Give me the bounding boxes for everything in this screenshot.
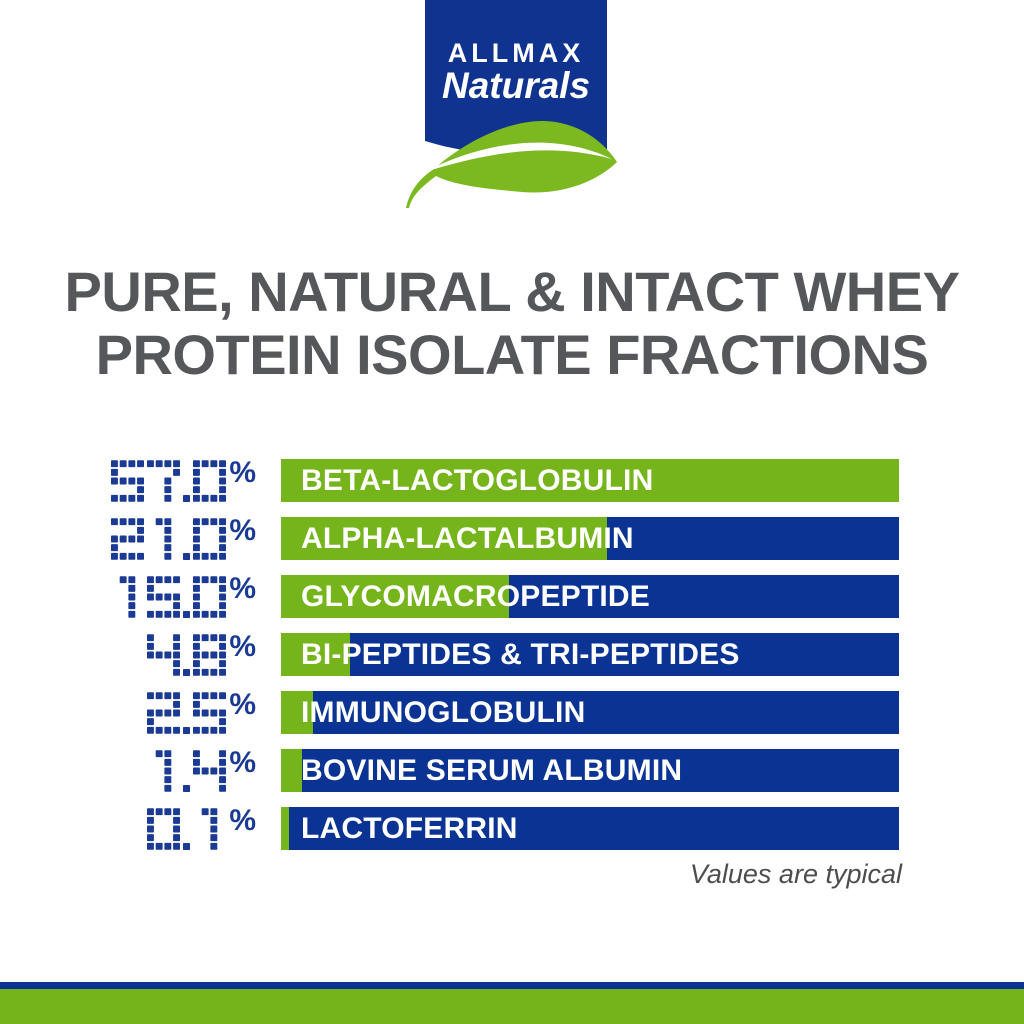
- row-bar-green-fill: [281, 807, 290, 850]
- percent-digit: [183, 726, 191, 734]
- percent-digit: [111, 459, 145, 502]
- leaf-icon: [406, 120, 617, 208]
- row-bar-green-fill: [281, 575, 510, 618]
- row-bar-label: BI-PEPTIDES & TRI-PEPTIDES: [301, 637, 740, 671]
- row-bar: ALPHA-LACTALBUMIN: [281, 517, 899, 560]
- percent-digit: [147, 459, 181, 502]
- row-value: %: [95, 455, 256, 502]
- row-value: %: [95, 571, 256, 618]
- row-value: %: [95, 629, 256, 676]
- row-value: %: [95, 513, 256, 560]
- percent-digit: [156, 749, 172, 792]
- allmax-logo-badge: [425, 0, 607, 157]
- page-title: PURE, NATURAL & INTACT WHEY PROTEIN ISOL…: [0, 260, 1024, 386]
- row-bar-green-fill: [281, 633, 351, 676]
- row-bar-label: BETA-LACTOGLOBULIN: [301, 463, 654, 497]
- percent-digit: [147, 691, 181, 734]
- percent-digit: [183, 842, 191, 850]
- page-title-line1: PURE, NATURAL & INTACT WHEY: [64, 260, 960, 323]
- percent-digit: [193, 459, 227, 502]
- percent-digit: [193, 749, 227, 792]
- percent-digit: [147, 575, 181, 618]
- percent-digit: [193, 517, 227, 560]
- percent-sign: %: [229, 687, 256, 721]
- percent-digit: [120, 575, 136, 618]
- chart-row: % LACTOFERRIN: [95, 803, 899, 850]
- row-value: %: [95, 803, 256, 850]
- row-bar-label: IMMUNOGLOBULIN: [301, 695, 586, 729]
- percent-digit: [202, 807, 218, 850]
- percent-digit: [147, 633, 181, 676]
- chart-row: % IMMUNOGLOBULIN: [95, 687, 899, 734]
- row-bar: IMMUNOGLOBULIN: [281, 691, 899, 734]
- row-bar-green-fill: [281, 517, 608, 560]
- percent-digit: [111, 517, 145, 560]
- row-bar-label: ALPHA-LACTALBUMIN: [301, 521, 634, 555]
- row-bar: GLYCOMACROPEPTIDE: [281, 575, 899, 618]
- row-bar-label: GLYCOMACROPEPTIDE: [301, 579, 651, 613]
- row-bar-label: BOVINE SERUM ALBUMIN: [301, 753, 683, 787]
- row-value: %: [95, 745, 256, 792]
- page-title-line2: PROTEIN ISOLATE FRACTIONS: [95, 323, 929, 386]
- chart-row: % ALPHA-LACTALBUMIN: [95, 513, 899, 560]
- bar-chart: % BETA-LACTOGLOBULIN% ALPHA-LACTALBUMIN% GL…: [95, 455, 899, 865]
- chart-row: % BOVINE SERUM ALBUMIN: [95, 745, 899, 792]
- percent-sign: %: [229, 513, 256, 547]
- row-bar-label: LACTOFERRIN: [301, 811, 518, 845]
- row-bar-green-fill: [281, 459, 899, 502]
- percent-digit: [183, 668, 191, 676]
- row-bar-green-fill: [281, 749, 302, 792]
- percent-digit: [183, 784, 191, 792]
- percent-digit: [156, 517, 172, 560]
- percent-sign: %: [229, 629, 256, 663]
- percent-digit: [183, 552, 191, 560]
- chart-row: % BI-PEPTIDES & TRI-PEPTIDES: [95, 629, 899, 676]
- percent-digit: [193, 633, 227, 676]
- row-value: %: [95, 687, 256, 734]
- row-bar: BI-PEPTIDES & TRI-PEPTIDES: [281, 633, 899, 676]
- chart-row: % BETA-LACTOGLOBULIN: [95, 455, 899, 502]
- chart-row: % GLYCOMACROPEPTIDE: [95, 571, 899, 618]
- percent-digit: [193, 575, 227, 618]
- percent-digit: [183, 494, 191, 502]
- row-bar: BETA-LACTOGLOBULIN: [281, 459, 899, 502]
- footer-blue-stripe: [0, 982, 1024, 989]
- percent-digit: [183, 610, 191, 618]
- row-bar: LACTOFERRIN: [281, 807, 899, 850]
- percent-sign: %: [229, 455, 256, 489]
- footnote: Values are typical: [689, 859, 902, 889]
- row-bar: BOVINE SERUM ALBUMIN: [281, 749, 899, 792]
- row-bar-green-fill: [281, 691, 314, 734]
- percent-sign: %: [229, 571, 256, 605]
- percent-sign: %: [229, 803, 256, 837]
- logo-subbrand-text: Naturals: [441, 65, 591, 106]
- footer-green-stripe: [0, 989, 1024, 1024]
- percent-sign: %: [229, 745, 256, 779]
- logo-brand-text: ALLMAX: [447, 38, 585, 68]
- percent-digit: [193, 691, 227, 734]
- percent-digit: [147, 807, 181, 850]
